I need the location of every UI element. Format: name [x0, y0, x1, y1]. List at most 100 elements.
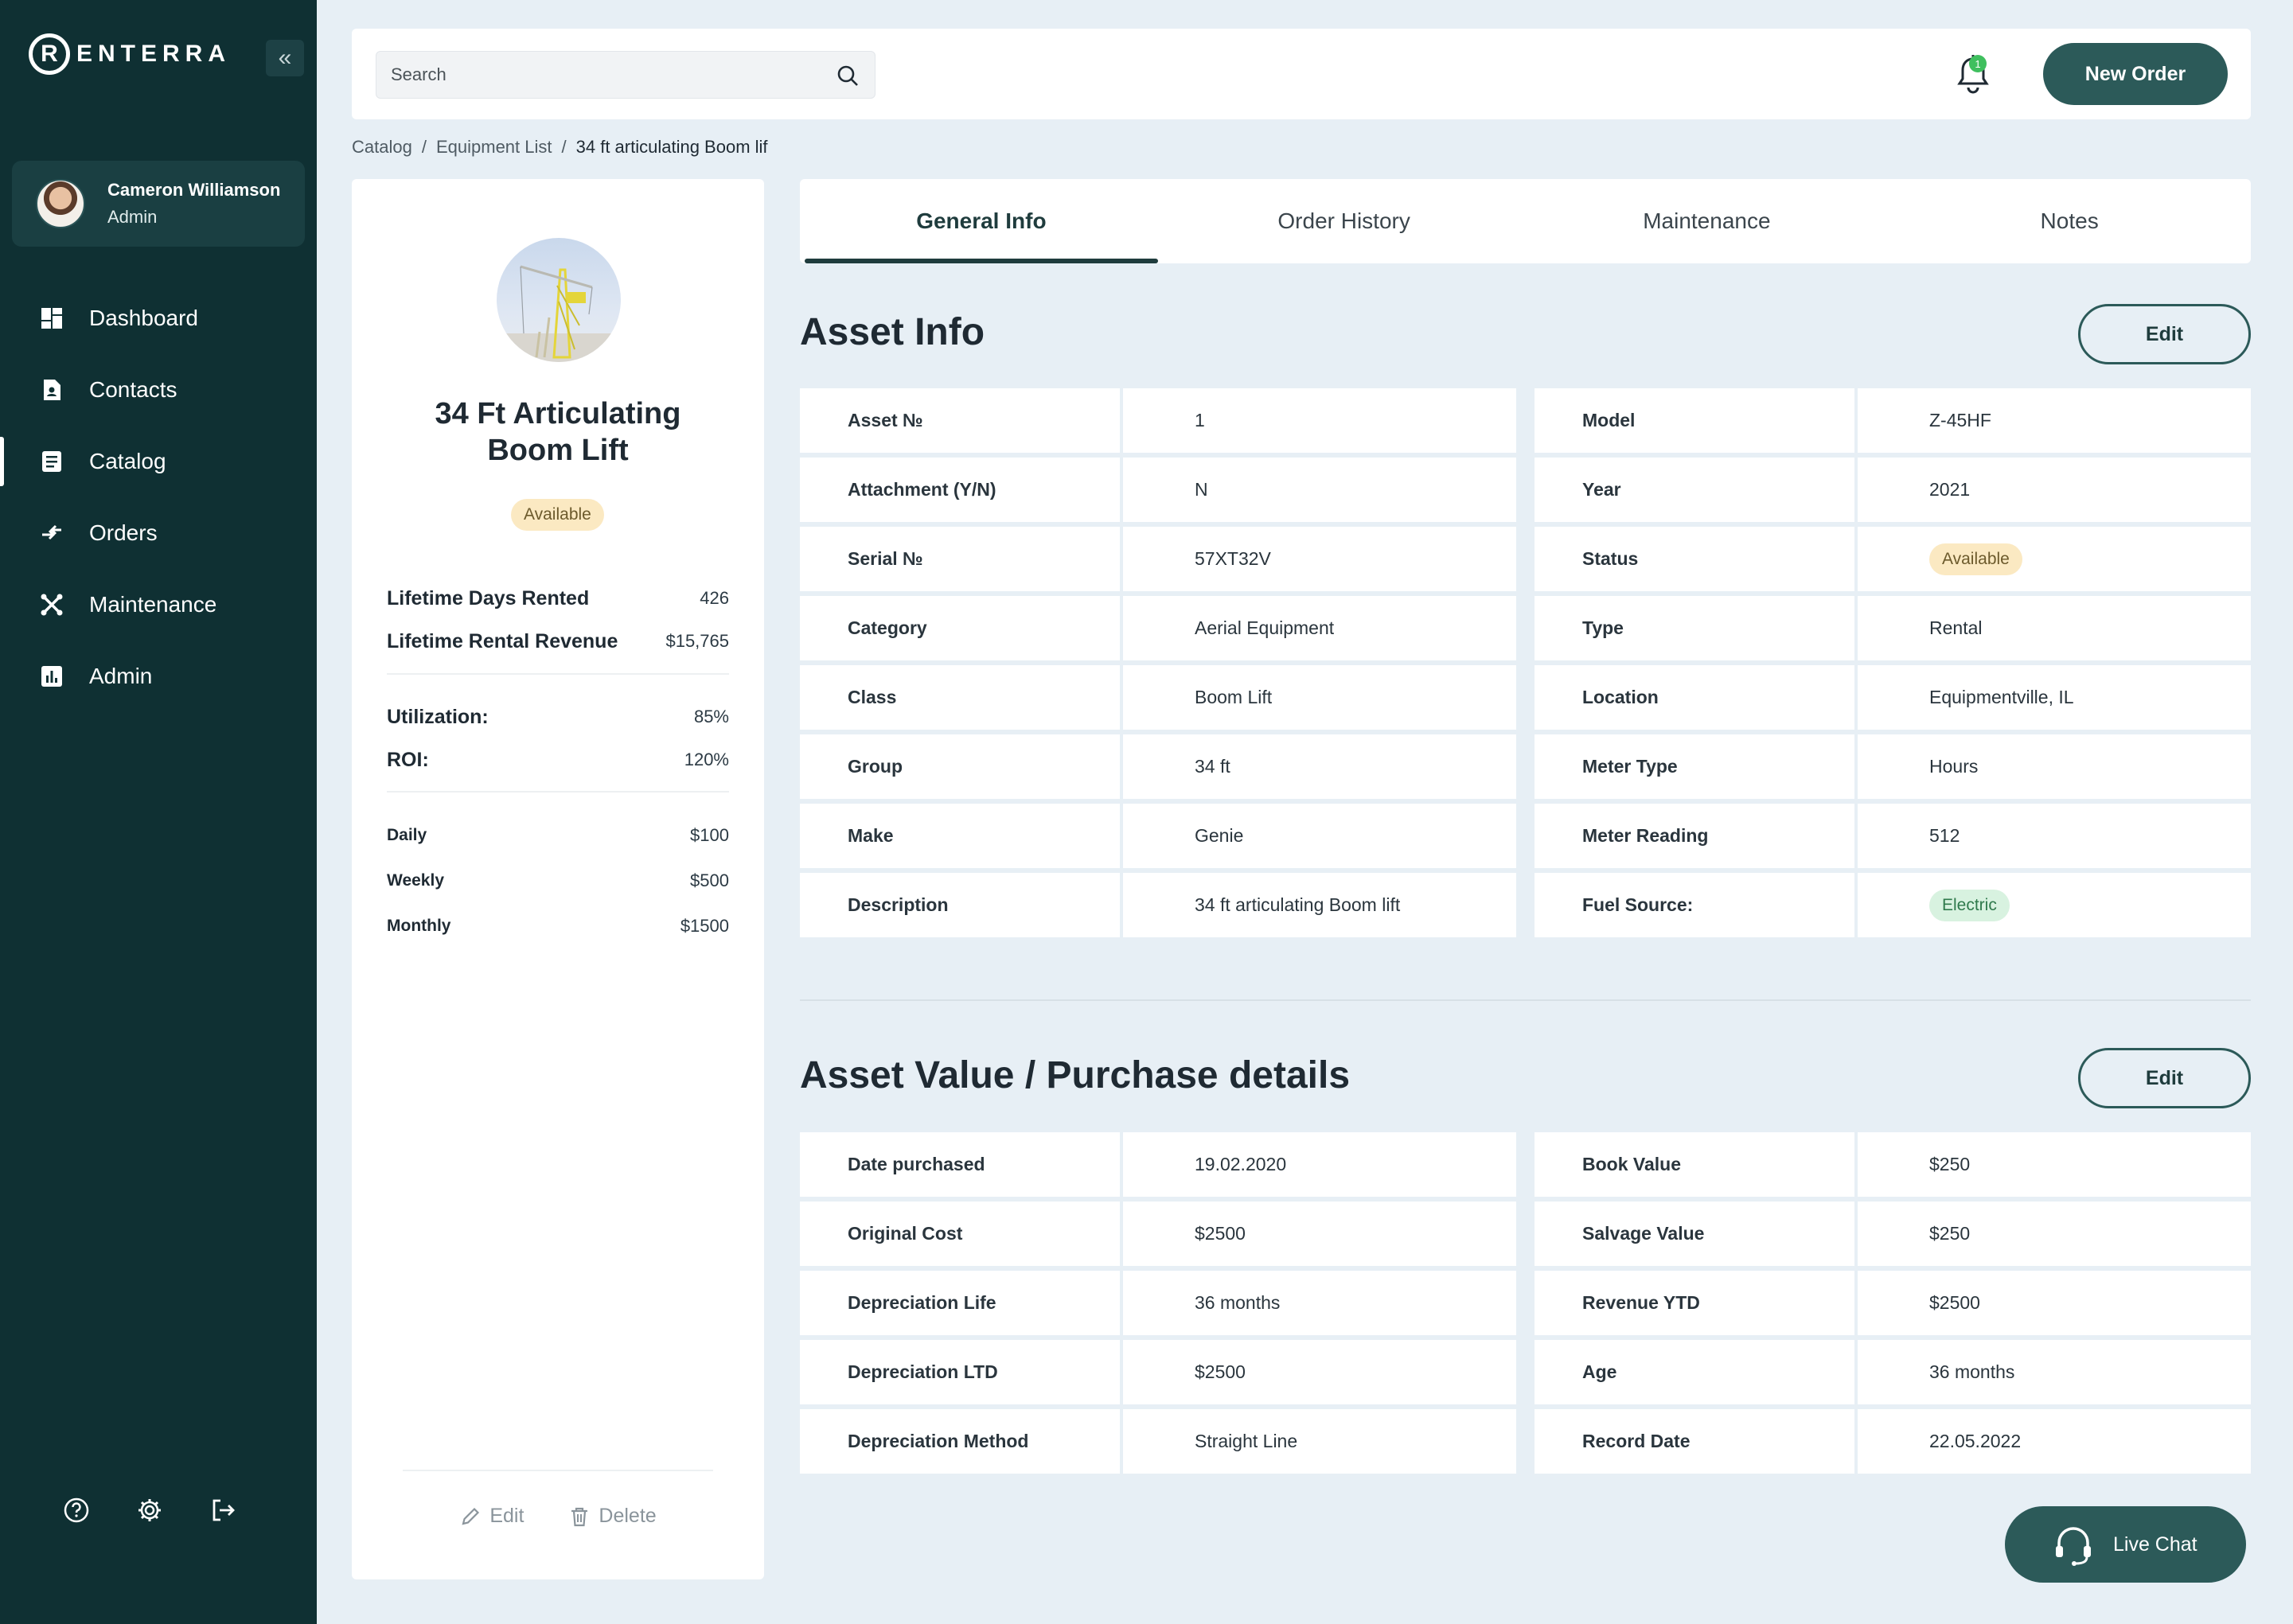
stat-row: Lifetime Rental Revenue $15,765	[387, 620, 729, 663]
sidebar-item-label: Admin	[89, 664, 153, 688]
notification-badge: 1	[1969, 55, 1987, 72]
field-label: Class	[800, 665, 1120, 730]
rate-row: Weekly $500	[387, 858, 729, 903]
field-label: Group	[800, 734, 1120, 799]
lifetime-stats: Lifetime Days Rented 426 Lifetime Rental…	[387, 577, 729, 663]
sidebar-item-admin[interactable]: Admin	[0, 641, 317, 712]
user-card[interactable]: Cameron Williamson Admin	[12, 161, 305, 247]
field-value: Hours	[1858, 734, 2251, 799]
field-value: Aerial Equipment	[1123, 596, 1516, 660]
edit-asset-button[interactable]: Edit	[459, 1505, 524, 1528]
help-icon[interactable]	[62, 1496, 91, 1525]
breadcrumb-current: 34 ft articulating Boom lif	[575, 137, 768, 157]
edit-asset-info-button[interactable]: Edit	[2078, 304, 2251, 364]
field-label: Depreciation LTD	[800, 1340, 1120, 1404]
divider	[387, 791, 729, 793]
field-label: Asset №	[800, 388, 1120, 453]
tab-order-history[interactable]: Order History	[1277, 208, 1410, 233]
stat-label: Lifetime Rental Revenue	[387, 629, 618, 652]
table-row: Date purchased 19.02.2020	[800, 1132, 1516, 1197]
sidebar-item-catalog[interactable]: Catalog	[0, 426, 317, 497]
field-value: $2500	[1858, 1271, 2251, 1335]
gear-icon[interactable]	[135, 1496, 164, 1525]
field-label: Year	[1535, 458, 1854, 522]
field-label: Model	[1535, 388, 1854, 453]
table-row: Category Aerial Equipment	[800, 596, 1516, 660]
table-row: Class Boom Lift	[800, 665, 1516, 730]
field-value: 2021	[1858, 458, 2251, 522]
breadcrumb-equipment-list[interactable]: Equipment List	[435, 137, 552, 157]
table-row: Attachment (Y/N) N	[800, 458, 1516, 522]
stat-label: Lifetime Days Rented	[387, 586, 590, 609]
field-value: Genie	[1123, 804, 1516, 868]
sidebar-footer	[62, 1496, 237, 1525]
field-value: 57XT32V	[1123, 527, 1516, 591]
field-label: Salvage Value	[1535, 1201, 1854, 1266]
field-label: Original Cost	[800, 1201, 1120, 1266]
sidebar-item-maintenance[interactable]: Maintenance	[0, 569, 317, 641]
card-actions: Edit Delete	[352, 1505, 764, 1528]
field-label: Make	[800, 804, 1120, 868]
logout-icon[interactable]	[209, 1496, 237, 1525]
asset-info-table-right: Model Z-45HF Year 2021 Status Available Typ…	[1535, 388, 2251, 942]
stat-label: Utilization:	[387, 705, 489, 728]
table-row: Depreciation LTD $2500	[800, 1340, 1516, 1404]
delete-label: Delete	[599, 1505, 657, 1527]
field-label: Book Value	[1535, 1132, 1854, 1197]
sidebar-item-orders[interactable]: Orders	[0, 497, 317, 569]
headset-icon	[2056, 1527, 2091, 1566]
table-row: Status Available	[1535, 527, 2251, 591]
field-label: Description	[800, 873, 1120, 937]
enterra-logo[interactable]: R ENTERRA	[29, 33, 231, 75]
tab-notes[interactable]: Notes	[2040, 208, 2099, 233]
table-row: Asset № 1	[800, 388, 1516, 453]
stat-value: 426	[700, 588, 729, 608]
edit-asset-value-button[interactable]: Edit	[2078, 1048, 2251, 1108]
search-icon[interactable]	[835, 63, 860, 88]
tab-general-info[interactable]: General Info	[800, 179, 1163, 263]
rate-value: $500	[690, 870, 729, 890]
rate-row: Daily $100	[387, 812, 729, 858]
logo-mark: R	[29, 33, 70, 75]
collapse-sidebar-button[interactable]: «	[266, 40, 304, 76]
breadcrumb-separator: /	[561, 137, 567, 157]
trash-icon	[571, 1507, 588, 1526]
search-input[interactable]	[391, 52, 821, 98]
rate-label: Daily	[387, 825, 427, 844]
field-label: Type	[1535, 596, 1854, 660]
asset-info-table-left: Asset № 1 Attachment (Y/N) N Serial № 57XT3…	[800, 388, 1516, 942]
field-label: Status	[1535, 527, 1854, 591]
sidebar-item-dashboard[interactable]: Dashboard	[0, 282, 317, 354]
divider	[387, 673, 729, 675]
table-row: Salvage Value $250	[1535, 1201, 2251, 1266]
contacts-icon	[40, 378, 64, 402]
asset-photo	[497, 238, 621, 362]
delete-asset-button[interactable]: Delete	[568, 1505, 657, 1528]
table-row: Depreciation Life 36 months	[800, 1271, 1516, 1335]
table-row: Make Genie	[800, 804, 1516, 868]
performance-stats: Utilization: 85% ROI: 120%	[387, 695, 729, 781]
field-label: Age	[1535, 1340, 1854, 1404]
tab-maintenance[interactable]: Maintenance	[1643, 208, 1771, 233]
user-role: Admin	[107, 207, 158, 227]
table-row: Meter Reading 512	[1535, 804, 2251, 868]
field-label: Category	[800, 596, 1120, 660]
orders-icon	[40, 521, 64, 545]
fuel-badge: Electric	[1929, 889, 2010, 921]
live-chat-label: Live Chat	[2113, 1532, 2197, 1556]
table-row: Serial № 57XT32V	[800, 527, 1516, 591]
maintenance-icon	[40, 593, 64, 617]
double-chevron-left-icon: «	[278, 45, 292, 71]
sidebar-item-contacts[interactable]: Contacts	[0, 354, 317, 426]
field-value: Straight Line	[1123, 1409, 1516, 1474]
table-row: Record Date 22.05.2022	[1535, 1409, 2251, 1474]
sidebar-item-label: Dashboard	[89, 306, 198, 330]
rate-row: Monthly $1500	[387, 903, 729, 948]
field-value: $250	[1858, 1201, 2251, 1266]
field-value: Available	[1858, 527, 2251, 591]
field-label: Meter Reading	[1535, 804, 1854, 868]
breadcrumb-catalog[interactable]: Catalog	[352, 137, 412, 157]
new-order-button[interactable]: New Order	[2043, 43, 2228, 105]
live-chat-button[interactable]: Live Chat	[2005, 1506, 2246, 1583]
table-row: Revenue YTD $2500	[1535, 1271, 2251, 1335]
